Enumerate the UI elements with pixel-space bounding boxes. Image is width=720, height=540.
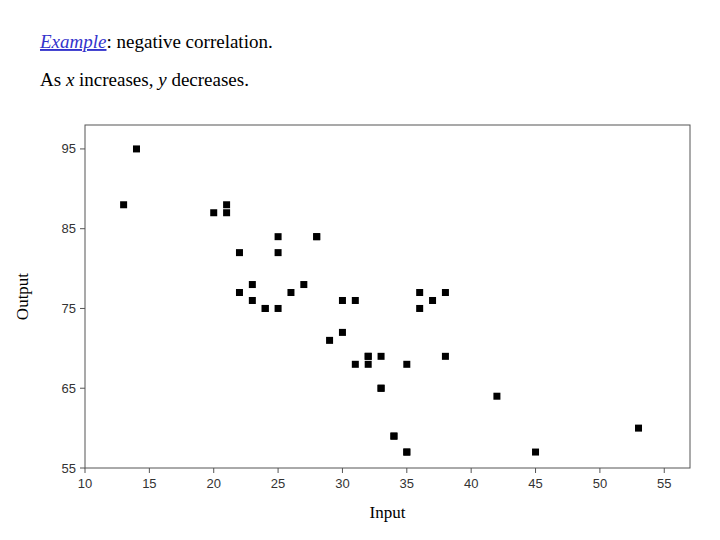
point xyxy=(378,385,385,392)
x-tick-label: 45 xyxy=(528,476,542,491)
point xyxy=(352,297,359,304)
x-tick-label: 10 xyxy=(78,476,92,491)
point xyxy=(390,433,397,440)
x-tick-label: 20 xyxy=(206,476,220,491)
point xyxy=(275,249,282,256)
x-axis-label: Input xyxy=(370,503,406,522)
point xyxy=(275,305,282,312)
point xyxy=(442,353,449,360)
y-tick xyxy=(80,308,85,309)
point xyxy=(249,281,256,288)
point xyxy=(378,385,385,392)
x-tick-label: 40 xyxy=(464,476,478,491)
point xyxy=(339,329,346,336)
annotation-text: : negative correlation. xyxy=(106,31,272,52)
point xyxy=(635,425,642,432)
y-tick xyxy=(80,228,85,229)
point xyxy=(365,353,372,360)
y-axis-label: Output xyxy=(13,273,32,321)
x-tick-label: 55 xyxy=(657,476,671,491)
x-tick xyxy=(342,468,343,473)
annotation-text: As xyxy=(40,69,66,90)
point xyxy=(223,201,230,208)
annotation-text: Example xyxy=(39,31,106,52)
point xyxy=(403,449,410,456)
point xyxy=(223,209,230,216)
x-tick xyxy=(278,468,279,473)
point xyxy=(313,233,320,240)
x-tick xyxy=(535,468,536,473)
x-tick-label: 50 xyxy=(593,476,607,491)
point xyxy=(403,361,410,368)
annotation-line: Example: negative correlation. xyxy=(39,31,273,52)
point xyxy=(313,233,320,240)
y-tick xyxy=(80,388,85,389)
x-tick xyxy=(149,468,150,473)
annotation-text: decreases. xyxy=(167,69,249,90)
annotation-line: As x increases, y decreases. xyxy=(40,69,249,90)
point xyxy=(365,353,372,360)
point xyxy=(352,361,359,368)
point xyxy=(442,289,449,296)
point xyxy=(532,449,539,456)
point xyxy=(365,361,372,368)
y-tick-label: 85 xyxy=(62,221,76,236)
point xyxy=(326,337,333,344)
point xyxy=(378,353,385,360)
point xyxy=(275,233,282,240)
y-tick-label: 75 xyxy=(62,301,76,316)
x-tick xyxy=(664,468,665,473)
point xyxy=(403,449,410,456)
point xyxy=(493,393,500,400)
x-tick xyxy=(213,468,214,473)
point xyxy=(300,281,307,288)
point xyxy=(262,305,269,312)
y-tick xyxy=(80,468,85,469)
point xyxy=(210,209,217,216)
annotation-text: increases, xyxy=(74,69,158,90)
y-tick-label: 65 xyxy=(62,381,76,396)
y-tick-label: 55 xyxy=(62,461,76,476)
x-tick xyxy=(406,468,407,473)
point xyxy=(429,297,436,304)
point xyxy=(236,249,243,256)
x-tick-label: 30 xyxy=(335,476,349,491)
annotation-text: y xyxy=(156,69,167,90)
chart: Example: negative correlation. As x incre… xyxy=(0,0,720,540)
x-tick xyxy=(599,468,600,473)
point xyxy=(416,305,423,312)
points xyxy=(120,145,642,455)
x-tick xyxy=(85,468,86,473)
point xyxy=(339,297,346,304)
point xyxy=(249,297,256,304)
x-tick xyxy=(471,468,472,473)
point xyxy=(287,289,294,296)
point xyxy=(416,289,423,296)
point xyxy=(120,201,127,208)
x-tick-label: 25 xyxy=(271,476,285,491)
y-tick-label: 95 xyxy=(62,141,76,156)
x-tick-label: 15 xyxy=(142,476,156,491)
point xyxy=(390,433,397,440)
x-tick-label: 35 xyxy=(400,476,414,491)
plot-frame xyxy=(85,125,690,468)
point xyxy=(262,305,269,312)
point xyxy=(236,289,243,296)
point xyxy=(133,145,140,152)
y-tick xyxy=(80,148,85,149)
